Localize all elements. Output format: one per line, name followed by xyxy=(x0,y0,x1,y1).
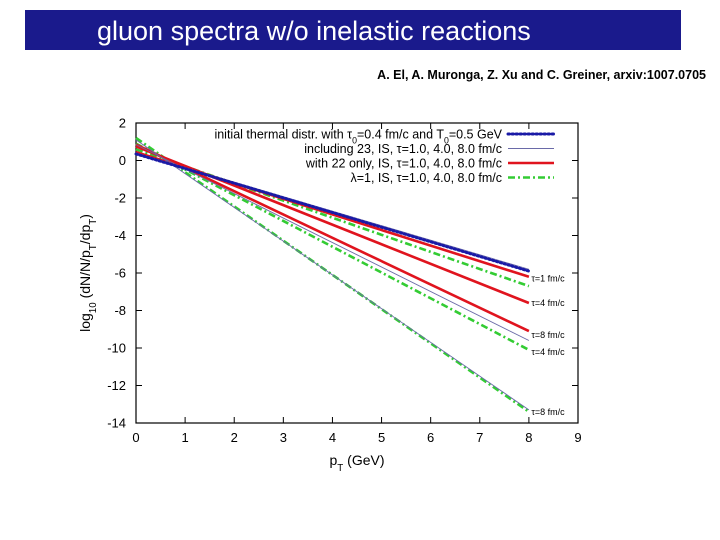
citation: A. El, A. Muronga, Z. Xu and C. Greiner,… xyxy=(377,68,706,82)
y-tick-label: -4 xyxy=(114,228,126,243)
x-tick-label: 3 xyxy=(280,430,287,445)
y-tick-label: -2 xyxy=(114,191,126,206)
tau-annotation: τ=4 fm/c xyxy=(531,298,565,308)
series-group xyxy=(134,136,531,413)
x-tick-label: 4 xyxy=(329,430,336,445)
annotation-group: τ=1 fm/c τ=4 fm/c τ=8 fm/c τ=4 fm/c τ=8 fm/c xyxy=(531,274,565,417)
slide-title: gluon spectra w/o inelastic reactions xyxy=(25,10,681,50)
series-line-only22 xyxy=(135,143,530,333)
y-tick-label: -12 xyxy=(107,378,126,393)
legend-label-including23: including 23, IS, τ=1.0, 4.0, 8.0 fm/c xyxy=(304,142,502,156)
x-tick-label: 7 xyxy=(476,430,483,445)
series-line-lambda1 xyxy=(135,148,530,288)
x-tick-label: 6 xyxy=(427,430,434,445)
legend: initial thermal distr. with τ0=0.4 fm/c … xyxy=(214,128,556,185)
series-line-lambda1 xyxy=(135,142,530,352)
tau-annotation: τ=4 fm/c xyxy=(531,347,565,357)
legend-label-initial: initial thermal distr. with τ0=0.4 fm/c … xyxy=(214,128,502,146)
x-axis-label: pT (GeV) xyxy=(329,452,384,474)
y-axis-label: log10 (dN/N/pT/dpT) xyxy=(77,214,99,332)
legend-label-lambda1: λ=1, IS, τ=1.0, 4.0, 8.0 fm/c xyxy=(350,171,502,185)
series-line-including23 xyxy=(135,139,530,411)
y-tick-label: -10 xyxy=(107,341,126,356)
x-tick-label: 1 xyxy=(181,430,188,445)
y-tick-label: 2 xyxy=(119,116,126,131)
y-tick-label: 0 xyxy=(119,153,126,168)
x-tick-label: 9 xyxy=(574,430,581,445)
x-tick-label: 5 xyxy=(378,430,385,445)
series-line-including23 xyxy=(135,144,530,341)
axis-labels: pT (GeV) log10 (dN/N/pT/dpT) xyxy=(77,214,385,473)
tick-group: 0 1 2 3 4 5 6 7 8 9 2 0 -2 -4 -6 -8 -10 -12 -14 xyxy=(107,116,581,446)
x-tick-label: 8 xyxy=(525,430,532,445)
tau-annotation: τ=8 fm/c xyxy=(531,330,565,340)
y-tick-label: -6 xyxy=(114,266,126,281)
y-tick-label: -8 xyxy=(114,303,126,318)
tau-annotation: τ=1 fm/c xyxy=(531,274,565,284)
series-line-lambda1 xyxy=(135,136,530,413)
x-tick-label: 0 xyxy=(132,430,139,445)
tau-annotation: τ=8 fm/c xyxy=(531,407,565,417)
x-tick-label: 2 xyxy=(231,430,238,445)
legend-label-only22: with 22 only, IS, τ=1.0, 4.0, 8.0 fm/c xyxy=(305,157,502,171)
y-tick-label: -14 xyxy=(107,416,126,431)
series-line-initial xyxy=(134,152,531,273)
